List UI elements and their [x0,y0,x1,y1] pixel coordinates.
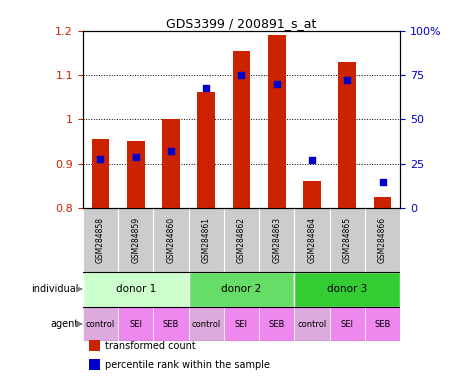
Text: agent: agent [50,319,78,329]
Text: percentile rank within the sample: percentile rank within the sample [105,360,269,370]
Text: SEI: SEI [235,319,247,328]
Text: donor 1: donor 1 [115,284,156,294]
Bar [364,306,399,341]
Bar [267,35,285,208]
Bar [83,208,118,272]
Bar [197,91,214,208]
Text: SEI: SEI [340,319,353,328]
Bar [294,208,329,272]
Point [378,179,386,185]
Bar [188,208,224,272]
Bar [153,208,188,272]
Point [167,148,174,154]
Bar [89,359,100,370]
Text: SEB: SEB [268,319,284,328]
Bar [224,306,258,341]
Bar [91,139,109,208]
Text: control: control [191,319,220,328]
Bar [89,340,100,351]
Bar [153,306,188,341]
Text: donor 3: donor 3 [326,284,367,294]
Text: GSM284862: GSM284862 [236,217,246,263]
Text: GSM284859: GSM284859 [131,217,140,263]
Text: individual: individual [31,284,78,294]
Bar [338,62,355,208]
Bar [127,141,144,208]
Bar [294,306,329,341]
Point [202,84,209,91]
Bar [302,181,320,208]
Text: GSM284860: GSM284860 [166,217,175,263]
Bar [294,272,399,306]
Bar [83,272,188,306]
Point [237,72,245,78]
Bar [188,272,294,306]
Text: GSM284865: GSM284865 [342,217,351,263]
Bar [188,306,224,341]
Text: SEB: SEB [162,319,179,328]
Bar [258,208,294,272]
Point [96,156,104,162]
Text: GSM284863: GSM284863 [272,217,280,263]
Text: GSM284866: GSM284866 [377,217,386,263]
Text: control: control [297,319,326,328]
Bar [232,51,250,208]
Text: SEI: SEI [129,319,142,328]
Bar [224,208,258,272]
Bar [162,119,179,208]
Text: transformed count: transformed count [105,341,196,351]
Text: GSM284858: GSM284858 [96,217,105,263]
Text: GSM284864: GSM284864 [307,217,316,263]
Bar [258,306,294,341]
Text: donor 2: donor 2 [221,284,261,294]
Text: SEB: SEB [374,319,390,328]
Point [343,77,350,83]
Bar [373,197,391,208]
Point [273,81,280,87]
Title: GDS3399 / 200891_s_at: GDS3399 / 200891_s_at [166,17,316,30]
Point [308,157,315,164]
Bar [118,306,153,341]
Bar [118,208,153,272]
Bar [329,306,364,341]
Point [132,154,139,160]
Bar [83,306,118,341]
Bar [364,208,399,272]
Text: control: control [86,319,115,328]
Bar [329,208,364,272]
Text: GSM284861: GSM284861 [202,217,210,263]
